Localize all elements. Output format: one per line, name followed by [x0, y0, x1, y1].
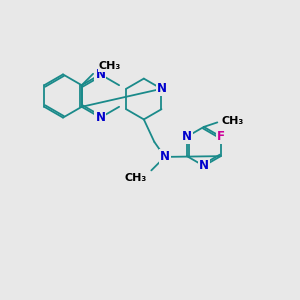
Text: N: N [95, 111, 105, 124]
Text: CH₃: CH₃ [222, 116, 244, 126]
Text: N: N [95, 68, 105, 81]
Text: N: N [157, 82, 166, 95]
Text: N: N [160, 150, 170, 164]
Text: N: N [199, 159, 209, 172]
Text: N: N [182, 130, 192, 143]
Text: F: F [217, 130, 225, 143]
Text: CH₃: CH₃ [124, 173, 147, 183]
Text: CH₃: CH₃ [98, 61, 121, 71]
